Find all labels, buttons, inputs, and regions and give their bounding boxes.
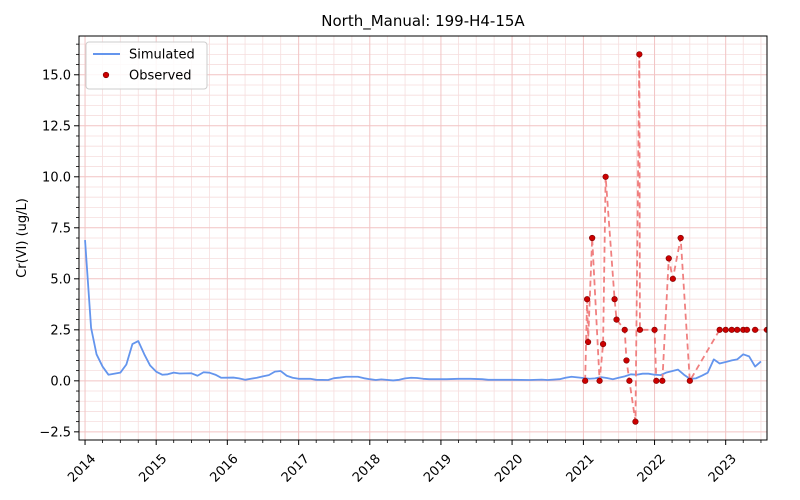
observed-point [752, 326, 759, 333]
observed-point [734, 326, 741, 333]
observed-point [665, 255, 672, 262]
observed-point [611, 296, 618, 303]
chart-title: North_Manual: 199-H4-15A [321, 12, 525, 31]
legend-observed-swatch [102, 71, 110, 79]
observed-point [613, 316, 620, 323]
y-tick-label: −2.5 [39, 425, 71, 440]
observed-point [626, 377, 633, 384]
y-tick-label: 2.5 [50, 323, 71, 338]
observed-series-line [584, 54, 767, 422]
observed-point [763, 326, 767, 333]
major-grid [79, 36, 767, 440]
observed-point [669, 275, 676, 282]
observed-point [589, 234, 596, 242]
y-tick-label: 5.0 [50, 272, 71, 287]
observed-point [632, 418, 639, 425]
y-tick-label: 15.0 [42, 68, 71, 83]
observed-point [599, 341, 607, 348]
legend-observed-label: Observed [129, 69, 192, 84]
observed-point [722, 326, 729, 333]
observed-point [623, 357, 630, 364]
observed-point [659, 377, 666, 384]
observed-point [636, 326, 644, 333]
plot-area [84, 51, 767, 425]
observed-point [728, 326, 735, 333]
y-tick-label: 7.5 [50, 221, 71, 236]
observed-point [716, 326, 723, 333]
legend: Simulated Observed [85, 41, 208, 90]
observed-point [602, 173, 609, 180]
observed-point [743, 326, 751, 333]
observed-point [651, 326, 658, 333]
legend-simulated-label: Simulated [129, 48, 195, 63]
observed-point [686, 377, 693, 384]
observed-point [677, 234, 684, 242]
observed-point [653, 377, 660, 384]
observed-point [582, 377, 589, 384]
y-axis-label: Cr(VI) (ug/L) [15, 198, 30, 278]
observed-point [584, 296, 591, 303]
y-tick-label: 0.0 [50, 374, 71, 389]
observed-point [636, 51, 643, 58]
observed-point [621, 326, 628, 333]
y-tick-label: 10.0 [42, 170, 71, 185]
y-tick-label: 12.5 [42, 119, 71, 134]
observed-point [584, 338, 592, 346]
observed-point [596, 377, 603, 384]
